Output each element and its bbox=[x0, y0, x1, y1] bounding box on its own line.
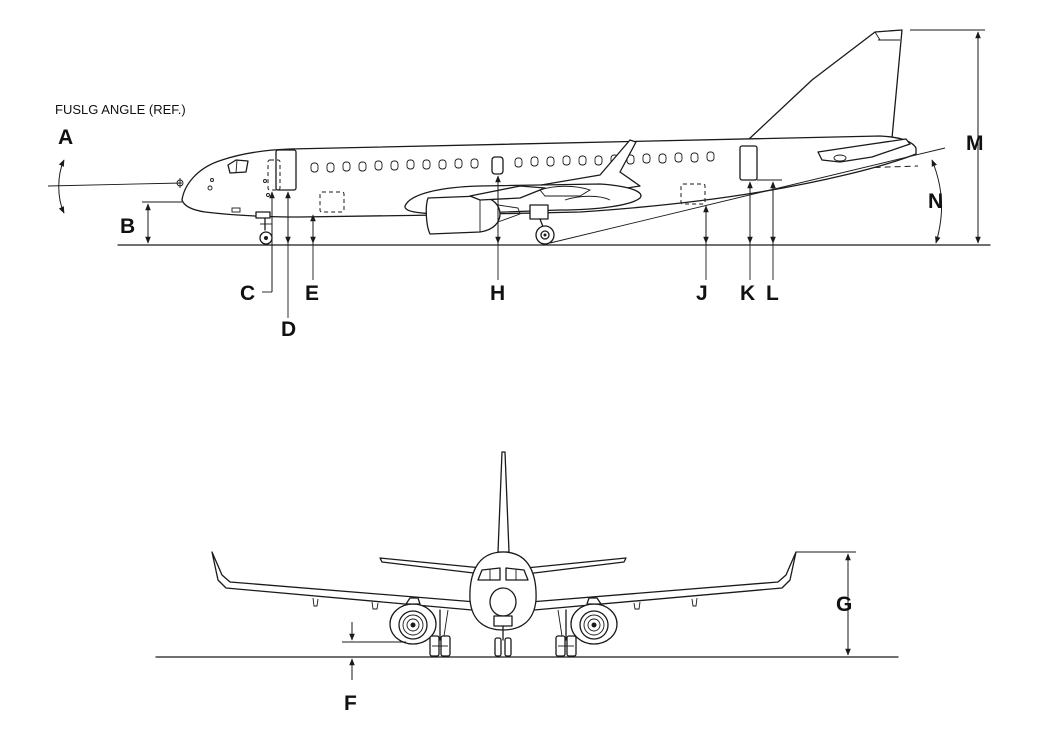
front-nose-gear bbox=[493, 615, 513, 657]
cockpit-window bbox=[227, 159, 249, 174]
nose-landing-gear bbox=[255, 211, 273, 245]
front-engine-left bbox=[389, 597, 437, 645]
side-view: FUSLG ANGLE (REF.) A B C D E H J K L M N bbox=[47, 29, 991, 341]
front-view: F G bbox=[155, 451, 899, 715]
label-b: B bbox=[120, 215, 135, 238]
dimension-n-arc bbox=[931, 159, 943, 244]
aft-cargo-door bbox=[680, 183, 706, 205]
front-horizontal-stabilizer bbox=[379, 557, 483, 575]
label-d: D bbox=[281, 318, 296, 341]
engine-nacelle bbox=[425, 195, 501, 235]
label-f: F bbox=[344, 692, 357, 715]
label-m: M bbox=[966, 132, 984, 155]
front-cockpit-windows bbox=[477, 567, 501, 581]
front-vertical-stabilizer bbox=[497, 451, 510, 553]
label-g: G bbox=[836, 593, 852, 616]
label-e: E bbox=[305, 282, 319, 305]
front-wing-left bbox=[211, 551, 477, 611]
front-main-gear-right bbox=[555, 609, 577, 657]
label-l: L bbox=[766, 282, 779, 305]
forward-cargo-door bbox=[319, 191, 345, 213]
label-n: N bbox=[928, 190, 943, 213]
fuselage-reference-line bbox=[47, 182, 183, 187]
overwing-emergency-exit bbox=[491, 156, 504, 175]
label-j: J bbox=[696, 282, 708, 305]
reference-note: FUSLG ANGLE (REF.) bbox=[55, 102, 186, 117]
label-h: H bbox=[490, 282, 505, 305]
dimension-a-arc bbox=[58, 159, 65, 214]
fuselage bbox=[181, 135, 917, 218]
horizontal-stabilizer bbox=[817, 138, 911, 163]
front-main-gear-left bbox=[429, 609, 451, 657]
front-radome bbox=[489, 587, 517, 617]
aft-passenger-door bbox=[739, 145, 758, 181]
forward-passenger-door bbox=[275, 149, 297, 191]
label-c: C bbox=[240, 282, 255, 305]
front-wing-right bbox=[529, 551, 797, 611]
vertical-stabilizer bbox=[747, 29, 903, 141]
main-landing-gear bbox=[529, 204, 555, 245]
label-k: K bbox=[740, 282, 755, 305]
front-engine-right bbox=[570, 597, 618, 645]
label-a: A bbox=[58, 126, 73, 149]
